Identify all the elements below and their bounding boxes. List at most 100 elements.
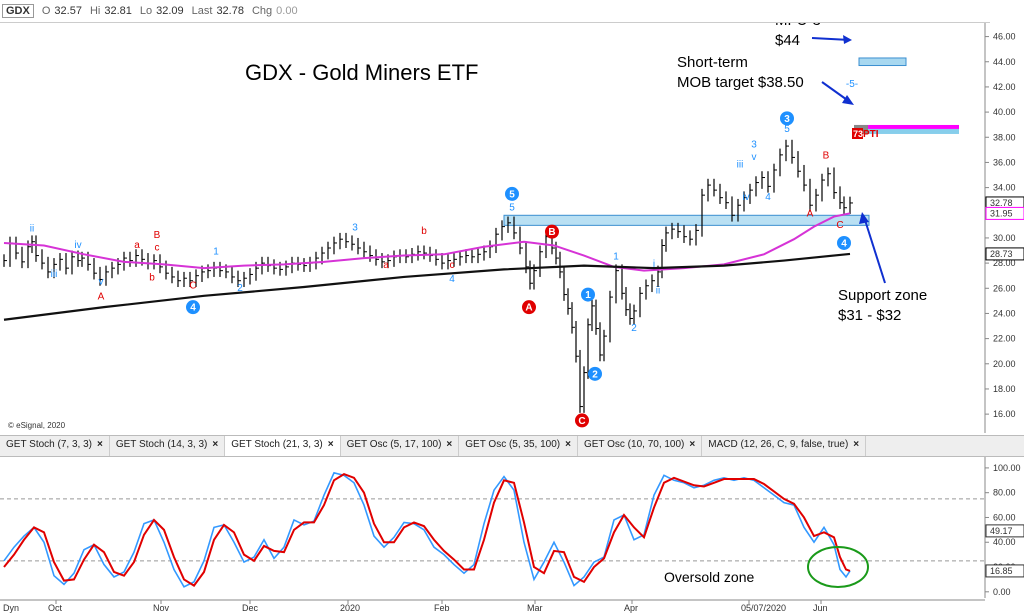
wave-label: B xyxy=(823,151,830,162)
close-icon[interactable]: × xyxy=(689,439,696,450)
wave-label: 1 xyxy=(613,251,619,262)
wave-label: c xyxy=(450,260,455,271)
close-icon[interactable]: × xyxy=(853,439,860,450)
wave-label: C xyxy=(836,220,843,231)
tab-label: GET Stoch (21, 3, 3) xyxy=(231,439,323,450)
quote-header: GDX O 32.57 Hi 32.81 Lo 32.09 Last 32.78… xyxy=(0,0,990,23)
osc-tick-label: 0.00 xyxy=(993,587,1011,597)
tab-label: MACD (12, 26, C, 9, false, true) xyxy=(708,439,849,450)
tab-stoch-7[interactable]: GET Stoch (7, 3, 3) × xyxy=(0,436,110,456)
tab-label: GET Stoch (7, 3, 3) xyxy=(6,439,92,450)
close-icon[interactable]: × xyxy=(96,439,103,450)
mob-arrowhead xyxy=(842,95,854,105)
price-marker-label: 31.95 xyxy=(990,208,1013,218)
wave-circle-label: 4 xyxy=(841,238,847,249)
support-arrowhead xyxy=(859,212,869,224)
support-range: $31 - $32 xyxy=(838,307,901,324)
wave-label: 1 xyxy=(213,246,219,257)
price-grid xyxy=(0,0,986,433)
wave-label: iv xyxy=(74,240,81,251)
pti-number: 73 xyxy=(853,129,863,139)
wave-label: A xyxy=(98,292,105,303)
price-marker-box xyxy=(985,247,1024,261)
wave-label: i xyxy=(653,259,655,270)
pti-label: PTI xyxy=(863,129,879,140)
wave-label: 3 xyxy=(751,139,757,150)
wave-label: iv xyxy=(742,192,749,203)
price-panel-bg xyxy=(0,22,985,433)
last-value: 32.78 xyxy=(216,5,244,17)
osc-tick-label: 80.00 xyxy=(993,488,1016,498)
price-tick-label: 20.00 xyxy=(993,359,1016,369)
moving-average-magenta xyxy=(3,212,851,272)
time-tick-label: Feb xyxy=(434,603,450,613)
osc-line-blue xyxy=(3,471,851,588)
support-arrow xyxy=(864,219,886,284)
tab-macd[interactable]: MACD (12, 26, C, 9, false, true) × xyxy=(702,436,867,456)
tab-stoch-21[interactable]: GET Stoch (21, 3, 3) × xyxy=(225,436,341,456)
dyn-label: Dyn xyxy=(3,603,19,613)
wave-label: b xyxy=(421,226,427,237)
time-tick-label: Jun xyxy=(813,603,828,613)
wave-circle xyxy=(522,300,536,315)
tab-stoch-14[interactable]: GET Stoch (14, 3, 3) × xyxy=(110,436,226,456)
close-icon[interactable]: × xyxy=(565,439,571,450)
price-tick-label: 42.00 xyxy=(993,82,1016,92)
price-tick-label: 38.00 xyxy=(993,132,1016,142)
wave-circle xyxy=(588,366,602,381)
osc-tick-label: 100.00 xyxy=(993,463,1021,473)
wave-label: 2 xyxy=(631,323,637,334)
close-icon[interactable]: × xyxy=(446,439,453,450)
wave-labels: iiiiiivvAaBcbC123abc4512iiiiiiiv3v45BAC-… xyxy=(30,79,858,428)
wave-label: iii xyxy=(737,159,744,170)
moving-average-black xyxy=(3,252,851,321)
time-tick-label: 05/07/2020 xyxy=(741,603,786,613)
high-value: 32.81 xyxy=(104,5,132,17)
time-tick-label: Apr xyxy=(624,603,638,613)
wave-label: 4 xyxy=(765,192,771,203)
wave-label: ii xyxy=(30,224,34,235)
tab-label: GET Osc (5, 17, 100) xyxy=(346,439,442,450)
wave-label: B xyxy=(154,230,161,241)
price-tick-label: 34.00 xyxy=(993,183,1016,193)
symbol-field[interactable]: GDX xyxy=(2,4,34,18)
close-icon[interactable]: × xyxy=(212,439,219,450)
wave-circle xyxy=(581,287,595,302)
time-tick-label: Dec xyxy=(242,603,259,613)
wave-circle xyxy=(505,186,519,201)
wave-circle xyxy=(780,111,794,126)
wave-label: a xyxy=(383,260,389,271)
wave-label: 3 xyxy=(352,222,358,233)
wave-label: A xyxy=(807,209,814,220)
osc-marker-box xyxy=(985,524,1024,538)
close-icon[interactable]: × xyxy=(327,439,334,450)
osc-marker-box xyxy=(985,564,1024,578)
tab-osc-5-35[interactable]: GET Osc (5, 35, 100) × xyxy=(459,436,578,456)
tab-label: GET Stoch (14, 3, 3) xyxy=(115,439,208,450)
indicator-tabs: GET Stoch (7, 3, 3) × GET Stoch (14, 3, 3… xyxy=(0,435,1024,457)
price-tick-label: 16.00 xyxy=(993,409,1016,419)
wave-circle-label: C xyxy=(578,416,585,427)
tab-osc-10-70[interactable]: GET Osc (10, 70, 100) × xyxy=(578,436,703,456)
open-label: O xyxy=(41,5,51,17)
high-label: Hi xyxy=(89,5,101,17)
wave-label: c xyxy=(155,243,160,254)
price-tick-label: 26.00 xyxy=(993,283,1016,293)
time-tick-label: Mar xyxy=(527,603,543,613)
price-bars xyxy=(3,139,853,413)
annotations: GDX - Gold Miners ETF© eSignal, 2020MFU-… xyxy=(8,12,927,588)
oversold-label: Oversold zone xyxy=(664,569,754,585)
tab-osc-5-17[interactable]: GET Osc (5, 17, 100) × xyxy=(341,436,460,456)
osc-marker-label: 49.17 xyxy=(990,526,1013,536)
price-tick-label: 30.00 xyxy=(993,233,1016,243)
wave-circle-label: 3 xyxy=(784,114,790,125)
osc-tick-label: 40.00 xyxy=(993,537,1016,547)
price-marker-label: 28.73 xyxy=(990,249,1013,259)
wave-circle-label: 1 xyxy=(585,290,591,301)
wave-circle-label: 2 xyxy=(592,369,598,380)
tab-label: GET Osc (10, 70, 100) xyxy=(583,439,685,450)
wave-circle-label: A xyxy=(525,303,532,314)
osc-line-red xyxy=(3,472,851,587)
